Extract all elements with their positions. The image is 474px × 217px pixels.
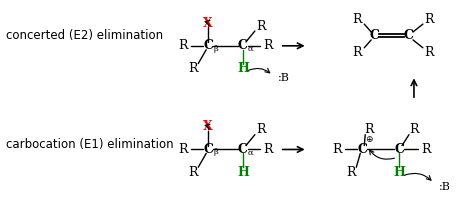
Text: C: C [404,30,414,43]
Text: R: R [333,143,342,156]
Text: C: C [203,39,213,52]
Text: C: C [357,143,367,156]
Text: :B: :B [439,182,451,192]
Text: C: C [203,143,213,156]
Text: X: X [203,120,213,133]
Text: R: R [424,13,434,26]
Text: H: H [237,62,249,75]
Text: R: R [179,143,188,156]
Text: X: X [203,17,213,30]
Text: H: H [393,166,405,179]
Text: ⊕: ⊕ [365,135,373,144]
Text: R: R [409,123,419,136]
Text: R: R [263,143,273,156]
Text: R: R [263,39,273,52]
Text: β: β [213,148,218,156]
Text: R: R [189,62,198,75]
Text: α: α [248,148,254,156]
Text: concerted (E2) elimination: concerted (E2) elimination [6,30,164,43]
Text: R: R [424,46,434,59]
Text: R: R [421,143,431,156]
Text: α: α [248,45,254,53]
Text: R: R [179,39,188,52]
Text: C: C [238,39,248,52]
Text: R: R [353,46,362,59]
Text: carbocation (E1) elimination: carbocation (E1) elimination [6,138,174,151]
Text: R: R [189,166,198,179]
Text: β: β [213,45,218,53]
Text: C: C [238,143,248,156]
Text: :B: :B [278,73,290,83]
Text: C: C [394,143,404,156]
Text: R: R [346,166,356,179]
Text: R: R [365,123,374,136]
Text: C: C [369,30,379,43]
Text: R: R [353,13,362,26]
Text: H: H [237,166,249,179]
Text: R: R [256,20,265,33]
Text: R: R [256,123,265,136]
